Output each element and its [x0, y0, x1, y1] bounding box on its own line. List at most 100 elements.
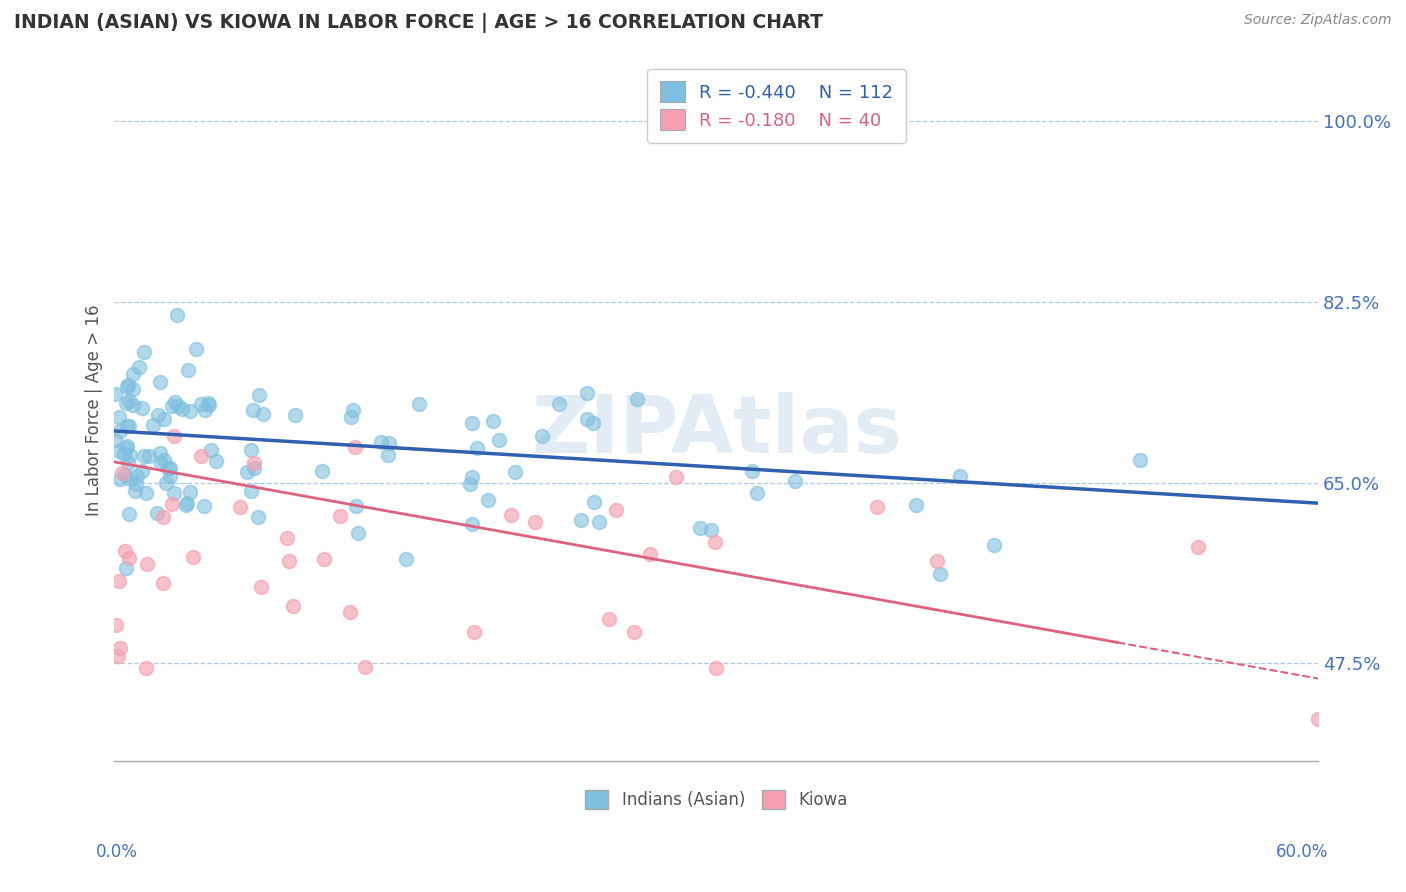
Point	[179, 403, 201, 417]
Point	[242, 456, 264, 470]
Text: ZIPAtlas: ZIPAtlas	[531, 392, 901, 470]
Point	[505, 465, 527, 479]
Point	[252, 407, 274, 421]
Point	[120, 472, 142, 486]
Point	[626, 392, 648, 407]
Point	[104, 433, 127, 447]
Point	[598, 612, 620, 626]
Point	[117, 439, 139, 453]
Point	[162, 399, 184, 413]
Point	[197, 399, 219, 413]
Point	[135, 485, 157, 500]
Point	[118, 507, 141, 521]
Point	[689, 521, 711, 535]
Point	[344, 500, 367, 514]
Point	[124, 484, 146, 499]
Point	[1187, 540, 1209, 554]
Point	[703, 535, 725, 549]
Point	[108, 574, 131, 589]
Point	[377, 448, 399, 462]
Point	[193, 500, 215, 514]
Point	[928, 567, 950, 582]
Point	[128, 359, 150, 374]
Legend: Indians (Asian), Kiowa: Indians (Asian), Kiowa	[578, 783, 855, 816]
Point	[395, 552, 418, 566]
Point	[747, 485, 769, 500]
Point	[243, 460, 266, 475]
Point	[866, 500, 889, 515]
Point	[118, 393, 141, 408]
Point	[122, 382, 145, 396]
Point	[117, 456, 139, 470]
Point	[142, 418, 165, 433]
Point	[118, 550, 141, 565]
Point	[159, 460, 181, 475]
Point	[461, 416, 484, 430]
Point	[131, 464, 153, 478]
Point	[152, 453, 174, 467]
Point	[463, 624, 485, 639]
Point	[339, 605, 361, 619]
Point	[276, 531, 298, 545]
Point	[205, 454, 228, 468]
Point	[177, 363, 200, 377]
Point	[115, 418, 138, 433]
Point	[194, 403, 217, 417]
Point	[377, 435, 399, 450]
Point	[582, 416, 605, 430]
Point	[340, 410, 363, 425]
Point	[152, 510, 174, 524]
Point	[278, 554, 301, 568]
Point	[246, 509, 269, 524]
Point	[983, 538, 1005, 552]
Point	[700, 523, 723, 537]
Y-axis label: In Labor Force | Age > 16: In Labor Force | Age > 16	[86, 304, 103, 516]
Point	[117, 377, 139, 392]
Point	[159, 468, 181, 483]
Point	[114, 442, 136, 456]
Point	[131, 401, 153, 415]
Point	[240, 443, 263, 458]
Text: 0.0%: 0.0%	[96, 843, 138, 861]
Point	[146, 506, 169, 520]
Point	[118, 448, 141, 462]
Point	[488, 433, 510, 447]
Point	[125, 469, 148, 483]
Point	[949, 468, 972, 483]
Point	[105, 618, 128, 632]
Point	[190, 449, 212, 463]
Point	[783, 475, 806, 489]
Point	[148, 446, 170, 460]
Point	[638, 547, 661, 561]
Point	[1129, 453, 1152, 467]
Point	[135, 661, 157, 675]
Point	[346, 526, 368, 541]
Point	[117, 380, 139, 394]
Text: 60.0%: 60.0%	[1277, 843, 1329, 861]
Point	[329, 509, 352, 524]
Point	[108, 472, 131, 486]
Point	[125, 476, 148, 491]
Point	[461, 517, 484, 532]
Point	[588, 515, 610, 529]
Point	[576, 412, 599, 426]
Point	[925, 554, 948, 568]
Point	[114, 468, 136, 483]
Point	[174, 498, 197, 512]
Point	[576, 385, 599, 400]
Point	[176, 496, 198, 510]
Point	[200, 443, 222, 458]
Point	[115, 396, 138, 410]
Point	[162, 429, 184, 443]
Point	[530, 429, 553, 443]
Point	[107, 443, 129, 458]
Point	[370, 435, 392, 450]
Point	[524, 515, 547, 529]
Point	[104, 387, 127, 401]
Point	[108, 640, 131, 655]
Point	[311, 464, 333, 478]
Point	[904, 498, 927, 512]
Point	[162, 497, 184, 511]
Point	[170, 402, 193, 417]
Point	[353, 660, 375, 674]
